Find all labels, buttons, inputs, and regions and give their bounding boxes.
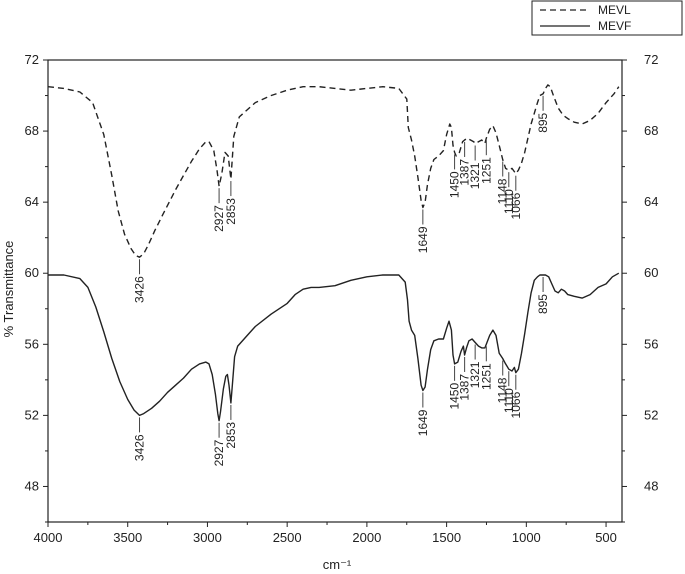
y-tick-label-right: 60 [644,265,658,280]
peak-label-mevl: 3426 [133,276,147,303]
y-tick-label-right: 72 [644,52,658,67]
y-tick-label-left: 48 [25,478,39,493]
y-tick-label-left: 60 [25,265,39,280]
x-tick-label: 1500 [432,530,461,545]
peak-label-mevf: 1450 [448,383,462,410]
peak-label-mevl: 895 [536,112,550,132]
y-tick-label-left: 72 [25,52,39,67]
x-tick-label: 4000 [34,530,63,545]
legend-label-mevf: MEVF [598,19,631,33]
x-tick-label: 2000 [352,530,381,545]
peak-label-mevl: 1110 [502,189,516,214]
series-line-mevf [48,272,620,422]
peak-label-mevf: 1110 [502,388,516,413]
series-line-mevl [47,84,620,258]
legend-box [531,0,683,36]
x-tick-label: 500 [595,530,617,545]
peak-label-mevl: 2927 [212,205,226,232]
y-tick-label-right: 56 [644,336,658,351]
peak-label-mevl: 1450 [448,171,462,198]
peak-label-mevf: 1148 [496,377,510,403]
x-tick-label: 2500 [273,530,302,545]
y-tick-label-left: 64 [25,194,39,209]
y-tick-label-left: 68 [25,123,39,138]
peak-label-mevf: 895 [536,294,550,314]
peak-label-mevf: 2927 [212,439,226,466]
y-tick-label-right: 64 [644,194,658,209]
peak-label-mevl: 1321 [468,162,482,189]
peak-label-mevl: 1148 [496,178,510,204]
peak-label-mevf: 1066 [509,391,523,418]
y-tick-label-left: 56 [25,336,39,351]
x-tick-label: 3000 [193,530,222,545]
peak-label-mevl: 1387 [458,159,472,186]
x-tick-label: 3500 [113,530,142,545]
peak-label-mevf: 1251 [479,363,493,390]
peak-label-mevf: 1387 [458,374,472,401]
y-tick-label-right: 68 [644,123,658,138]
peak-label-mevl: 1251 [479,157,493,184]
y-axis-title: % Transmittance [1,241,16,338]
peak-label-mevf: 3426 [133,434,147,461]
peak-label-mevf: 1649 [416,409,430,436]
x-axis-title: cm⁻¹ [323,557,352,572]
y-tick-label-right: 52 [644,407,658,422]
plot-frame [47,59,623,523]
y-tick-label-left: 52 [25,407,39,422]
peak-label-mevl: 1066 [509,192,523,219]
peak-label-mevf: 1321 [468,361,482,388]
x-tick-label: 1000 [512,530,541,545]
y-tick-label-right: 48 [644,478,658,493]
peak-label-mevf: 2853 [224,422,238,449]
legend-label-mevl: MEVL [598,3,631,17]
peak-label-mevl: 1649 [416,226,430,253]
peak-label-mevl: 2853 [224,198,238,225]
